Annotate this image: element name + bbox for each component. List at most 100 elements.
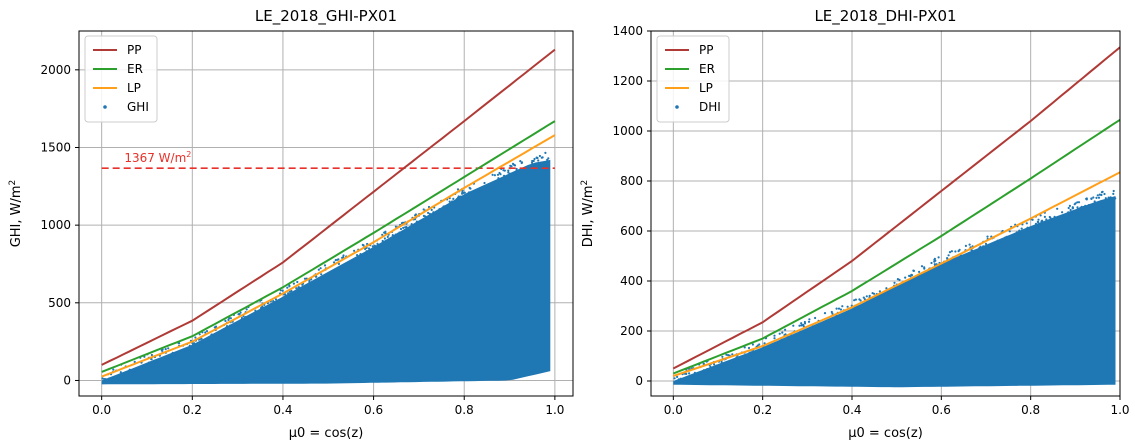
scatter-point	[1025, 222, 1028, 225]
scatter-point	[301, 283, 304, 286]
scatter-point	[811, 325, 814, 328]
x-axis-label-text: μ0 = cos(z)	[289, 426, 364, 441]
y-tick-label: 800	[620, 174, 643, 188]
scatter-point	[912, 269, 915, 272]
scatter-point	[908, 281, 911, 284]
scatter-point	[362, 244, 365, 247]
scatter-point	[164, 348, 167, 351]
scatter-point	[171, 351, 174, 354]
scatter-point	[104, 378, 107, 381]
chart-title: LE_2018_DHI-PX01	[814, 7, 956, 26]
scatter-point	[955, 260, 958, 263]
scatter-point	[693, 371, 697, 374]
scatter-point	[225, 326, 228, 329]
scatter-point	[188, 344, 191, 347]
scatter-point	[147, 361, 151, 364]
scatter-point	[918, 270, 921, 273]
scatter-point	[454, 200, 457, 203]
scatter-point	[520, 161, 524, 164]
scatter-point	[424, 215, 427, 218]
scatter-point	[923, 267, 926, 270]
scatter-point	[462, 191, 465, 195]
scatter-point	[425, 218, 428, 221]
scatter-point	[427, 211, 430, 214]
scatter-point	[968, 243, 971, 246]
x-tick-label: 0.2	[753, 403, 772, 417]
y-tick-label: 0	[635, 374, 643, 388]
scatter-point	[457, 195, 460, 198]
scatter-point	[334, 269, 337, 272]
y-tick-label: 0	[63, 373, 71, 387]
scatter-point	[456, 188, 460, 191]
scatter-point	[900, 284, 903, 287]
scatter-point	[103, 378, 106, 381]
scatter-point	[846, 312, 849, 315]
chart-title: LE_2018_GHI-PX01	[255, 7, 397, 26]
scatter-point	[369, 251, 372, 254]
scatter-point	[1044, 221, 1047, 224]
scatter-point	[229, 317, 232, 320]
legend-box	[84, 35, 158, 123]
scatter-point	[1097, 196, 1101, 199]
scatter-point	[418, 220, 421, 223]
scatter-point	[359, 253, 362, 256]
scatter-point	[246, 318, 249, 321]
scatter-point	[704, 371, 707, 375]
x-tick-label: 0.8	[1021, 403, 1040, 417]
scatter-point	[1039, 222, 1043, 225]
scatter-point	[154, 360, 157, 363]
scatter-point	[356, 254, 359, 257]
legend: PP ER LP DHI	[656, 35, 730, 123]
scatter-point	[205, 330, 209, 333]
scatter-dhi	[673, 189, 1117, 388]
scatter-point	[726, 361, 729, 364]
x-tick-label: 0.4	[842, 403, 861, 417]
scatter-point	[715, 364, 718, 367]
scatter-point	[319, 267, 322, 270]
scatter-point	[798, 324, 801, 327]
scatter-point	[708, 368, 711, 371]
scatter-point	[904, 276, 907, 279]
scatter-point	[515, 167, 518, 171]
scatter-point	[1031, 218, 1034, 221]
scatter-point	[422, 208, 425, 211]
scatter-point	[200, 337, 203, 340]
y-tick-label: 1000	[40, 218, 71, 232]
scatter-point	[837, 307, 841, 310]
scatter-point	[792, 324, 795, 327]
scatter-point	[858, 298, 861, 301]
scatter-point	[503, 169, 506, 172]
scatter-point	[540, 156, 543, 159]
scatter-point	[986, 235, 989, 238]
scatter-point	[1067, 206, 1070, 210]
scatter-point	[428, 212, 431, 215]
scatter-point	[371, 245, 374, 248]
scatter-point	[885, 291, 888, 294]
scatter-point	[271, 302, 274, 306]
scatter-point	[751, 343, 755, 346]
scatter-point	[537, 159, 540, 162]
scatter-point	[286, 286, 289, 289]
scatter-point	[288, 285, 291, 288]
scatter-point	[317, 277, 320, 280]
scatter-point	[398, 231, 401, 234]
scatter-point	[969, 251, 972, 254]
scatter-point	[519, 160, 522, 163]
scatter-point	[772, 345, 775, 348]
scatter-point	[433, 214, 436, 217]
scatter-point	[786, 336, 789, 339]
scatter-point	[851, 308, 855, 311]
scatter-point	[951, 260, 954, 263]
scatter-point	[451, 200, 454, 203]
scatter-point	[222, 328, 225, 331]
scatter-point	[500, 180, 503, 183]
scatter-point	[1063, 214, 1066, 217]
y-axis-label-sup: 2	[580, 180, 590, 186]
scatter-point	[469, 187, 472, 190]
scatter-point	[996, 239, 999, 242]
scatter-point	[974, 251, 977, 254]
scatter-point	[238, 313, 241, 316]
scatter-point	[878, 290, 882, 293]
scatter-point	[779, 340, 782, 343]
